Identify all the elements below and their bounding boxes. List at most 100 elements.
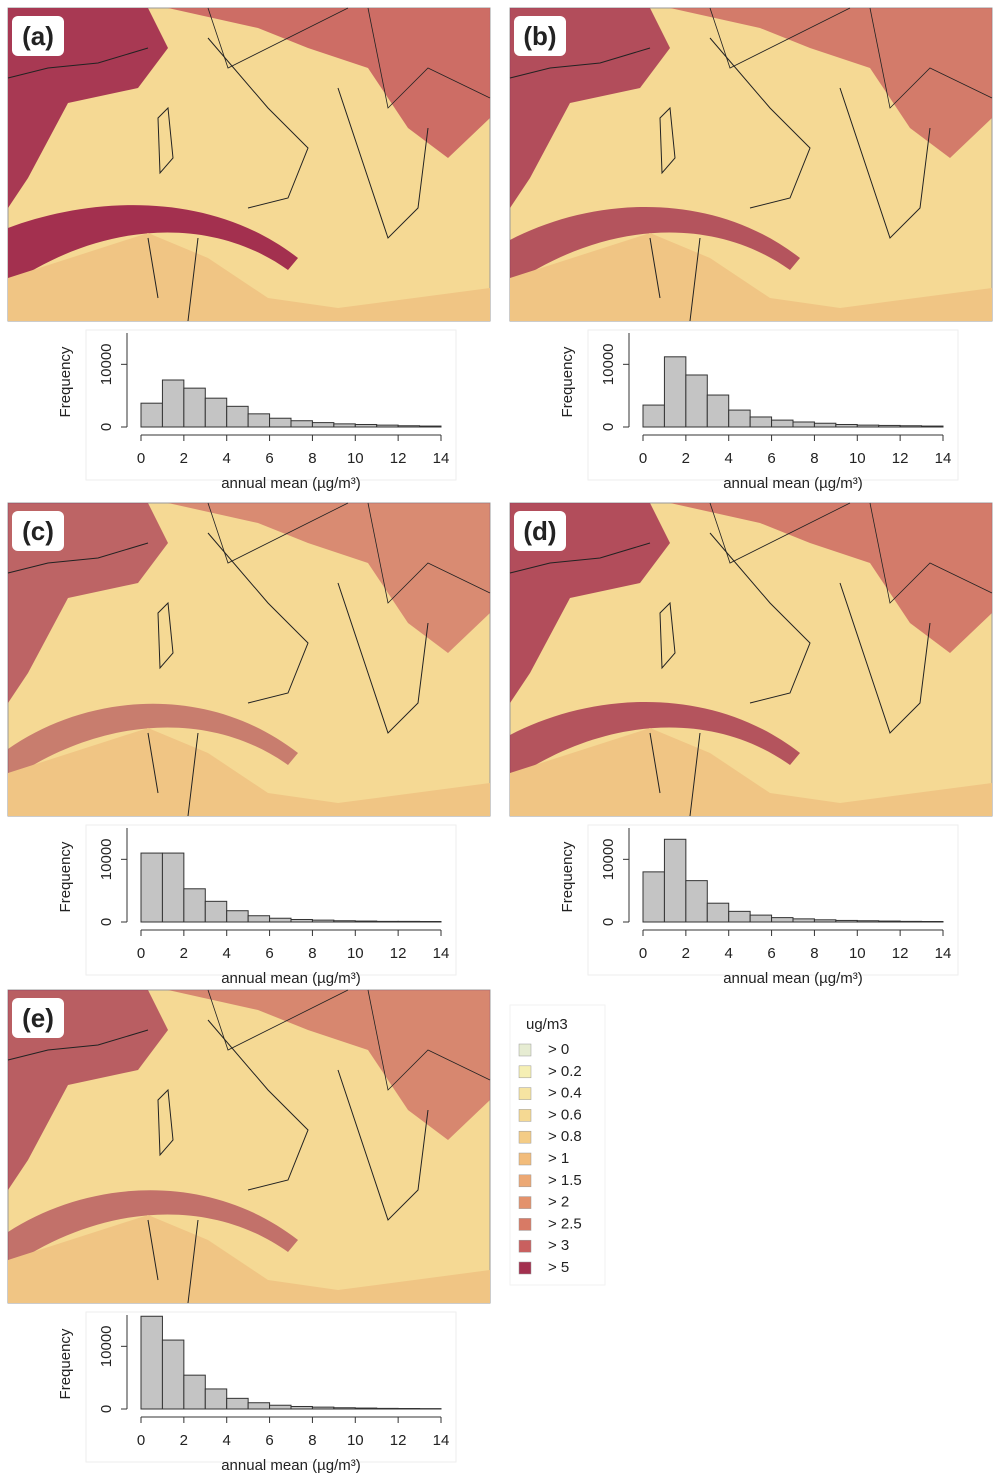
x-tick-label: 2 — [180, 945, 188, 962]
bar — [290, 918, 313, 923]
bar — [204, 397, 228, 428]
bar — [685, 374, 708, 428]
bar — [226, 910, 249, 923]
plot-frame — [85, 1311, 457, 1463]
map: (d) — [509, 502, 993, 817]
bar — [311, 919, 335, 923]
bar — [397, 425, 421, 428]
x-axis-title: annual mean (µg/m³) — [221, 475, 361, 492]
bar — [376, 1407, 399, 1410]
bar — [311, 422, 335, 428]
shipping-lane — [510, 701, 800, 781]
x-tick-label: 12 — [390, 450, 407, 467]
panel-label: (e) — [22, 1003, 54, 1033]
bar — [269, 1404, 292, 1410]
panel-label: (d) — [523, 516, 556, 546]
legend-swatch — [518, 1152, 532, 1166]
coastline — [709, 7, 993, 109]
legend-label: > 1.5 — [548, 1172, 582, 1189]
x-tick-label: 12 — [892, 450, 909, 467]
legend-swatch — [518, 1174, 532, 1188]
land-high — [510, 503, 670, 703]
panel-label-box — [514, 511, 566, 551]
bar — [140, 402, 163, 428]
bar — [878, 424, 901, 428]
y-tick-label: 0 — [98, 1405, 115, 1413]
bar — [749, 416, 773, 428]
y-tick-label: 0 — [98, 423, 115, 431]
bar — [856, 920, 880, 923]
bar — [183, 1374, 206, 1410]
coastline — [509, 37, 931, 322]
legend-swatch — [518, 1087, 532, 1100]
bar — [706, 394, 730, 428]
map: (e) — [7, 989, 491, 1304]
bar — [397, 920, 421, 923]
x-tick-label: 0 — [639, 945, 647, 962]
x-tick-label: 10 — [849, 945, 866, 962]
bar — [835, 919, 858, 923]
legend-swatch — [518, 1130, 532, 1144]
bar — [333, 423, 356, 428]
legend-label: > 2 — [548, 1194, 569, 1211]
bar — [397, 1407, 421, 1410]
x-axis-title: annual mean (µg/m³) — [723, 970, 863, 987]
legend-swatch — [518, 1239, 532, 1253]
land-high — [8, 503, 168, 703]
x-tick-label: 2 — [180, 450, 188, 467]
x-tick-label: 6 — [767, 945, 775, 962]
y-axis-title: Frequency — [57, 1328, 74, 1399]
land-south — [510, 728, 992, 816]
coastline — [7, 37, 429, 322]
x-tick-label: 14 — [433, 945, 450, 962]
bar — [685, 880, 708, 923]
legend-swatch — [518, 1196, 532, 1209]
x-tick-label: 2 — [180, 1432, 188, 1449]
legend-swatch — [518, 1261, 532, 1275]
bar — [792, 421, 815, 428]
bar — [642, 871, 665, 923]
bar — [161, 1339, 185, 1410]
bar — [663, 838, 687, 923]
x-tick-label: 14 — [433, 450, 450, 467]
bar — [204, 1388, 228, 1410]
bar — [899, 920, 923, 923]
bar — [921, 920, 944, 923]
x-tick-label: 8 — [308, 1432, 316, 1449]
y-tick-label: 0 — [98, 918, 115, 926]
coastline — [207, 7, 491, 109]
y-tick-label: 10000 — [98, 1325, 115, 1367]
x-tick-label: 0 — [137, 1432, 145, 1449]
y-tick-label: 10000 — [600, 838, 617, 880]
bar — [140, 1315, 163, 1410]
y-tick-label: 0 — [600, 918, 617, 926]
bar — [878, 920, 901, 923]
legend-label: > 0.4 — [548, 1085, 582, 1102]
legend-label: > 0.2 — [548, 1063, 582, 1080]
bar — [140, 852, 163, 923]
x-tick-label: 14 — [935, 945, 952, 962]
coastline — [7, 532, 429, 817]
legend-label: > 0.6 — [548, 1106, 582, 1123]
land-high — [168, 990, 490, 1140]
bar — [354, 920, 378, 923]
bar — [333, 1407, 356, 1410]
bar — [204, 900, 228, 923]
x-tick-label: 10 — [849, 450, 866, 467]
x-tick-label: 10 — [347, 450, 364, 467]
y-tick-label: 10000 — [98, 343, 115, 385]
land-high — [8, 8, 168, 208]
legend-swatch — [518, 1043, 532, 1057]
panel-label-box — [514, 16, 566, 56]
plot-frame — [587, 329, 959, 481]
coastline — [509, 532, 931, 817]
bar — [771, 419, 794, 428]
bar — [899, 425, 923, 428]
x-tick-label: 0 — [137, 450, 145, 467]
plot-frame — [85, 824, 457, 976]
x-tick-label: 8 — [810, 945, 818, 962]
land-high — [670, 8, 992, 158]
land-high — [8, 990, 168, 1190]
x-tick-label: 8 — [308, 450, 316, 467]
